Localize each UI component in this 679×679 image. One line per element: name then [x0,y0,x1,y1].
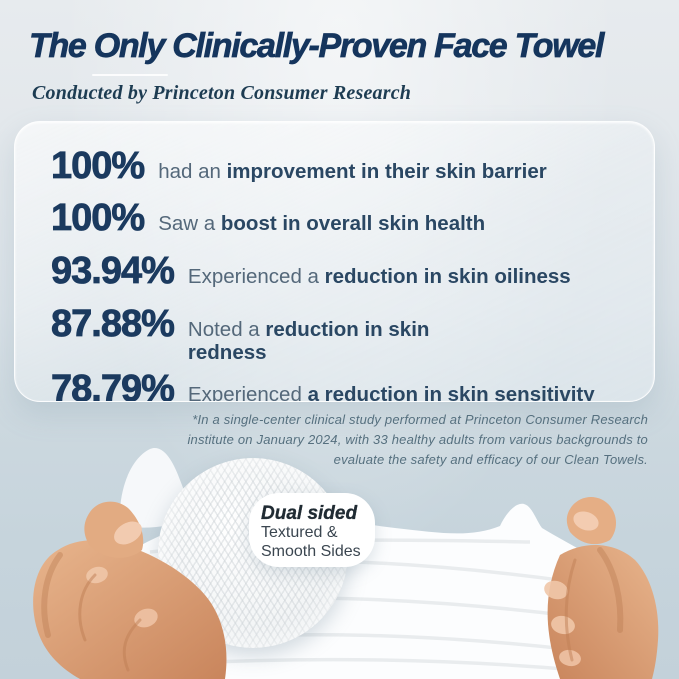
stat-row-skin-barrier: 100% had an improvement in their skin ba… [51,144,620,188]
clinical-stats-card: 100% had an improvement in their skin ba… [14,121,655,402]
stat-value: 100% [51,197,146,240]
page-title: The Only Clinically-Proven Face Towel [29,27,605,66]
callout-line: Textured & [261,524,338,541]
stat-text-plain: Experienced [187,383,308,402]
stat-description: had an improvement in their skin barrier [158,160,547,183]
stat-value: 87.88% [51,303,176,346]
stat-text-bold: reduction in skin oiliness [324,265,571,288]
stat-row-redness: 87.88% Noted a reduction in skin redness [51,302,620,365]
stat-row-sensitivity: 78.79% Experienced a reduction in skin s… [51,367,620,402]
callout-heading: Dual sided [261,503,358,524]
stat-value: 100% [51,145,146,188]
hands-image [33,497,659,679]
stat-value: 93.94% [51,250,176,293]
stat-value: 78.79% [51,368,176,402]
study-footnote: *In a single-center clinical study perfo… [170,410,648,470]
dual-sided-callout: Dual sided Textured & Smooth Sides [249,493,375,567]
thumbnail [573,511,599,531]
title-underline [92,74,168,76]
stat-text-plain: had an [158,160,227,183]
stat-row-oiliness: 93.94% Experienced a reduction in skin o… [51,249,620,293]
stat-description: Noted a reduction in skin redness [188,318,480,364]
stat-text-plain: Experienced a [187,265,325,288]
stat-row-skin-health: 100% Saw a boost in overall skin health [51,196,620,240]
stat-description: Saw a boost in overall skin health [158,212,485,235]
stat-text-bold: a reduction in skin sensitivity [307,383,595,402]
subtitle: Conducted by Princeton Consumer Research [32,82,412,104]
footnote-line: evaluate the safety and efficacy of our … [333,452,648,468]
thumbnail [114,521,142,545]
footnote-line: *In a single-center clinical study perfo… [192,412,648,427]
hand-left-image [33,501,227,679]
stat-text-bold: reduction in skin redness [187,318,430,365]
callout-line: Smooth Sides [261,542,361,560]
stat-text-bold: boost in overall skin health [220,212,486,235]
stat-text-bold: improvement in their skin barrier [226,160,547,183]
stat-description: Experienced a reduction in skin sensitiv… [187,383,595,402]
stat-text-plain: Saw a [158,212,221,235]
footnote-line: institute on January 2024, with 33 healt… [187,432,648,448]
stat-description: Experienced a reduction in skin oiliness [188,265,571,288]
hand-right-image [544,497,659,679]
stat-text-plain: Noted a [187,318,266,341]
